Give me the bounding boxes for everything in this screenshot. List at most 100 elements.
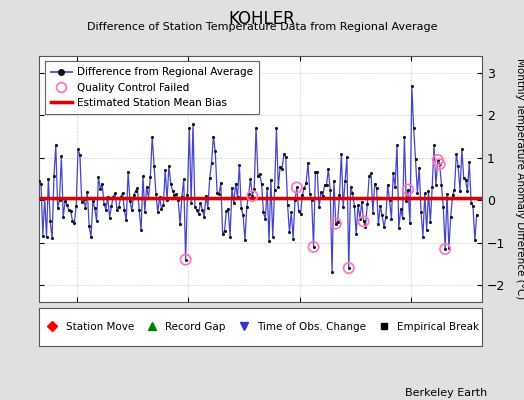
Point — [424, 188, 433, 194]
Point — [335, 192, 344, 198]
Point — [42, 234, 51, 240]
Point — [156, 194, 164, 200]
Point — [430, 142, 438, 148]
Point — [357, 199, 366, 205]
Point — [369, 210, 377, 216]
Point — [304, 160, 312, 166]
Point — [367, 170, 375, 177]
Point — [215, 191, 223, 198]
Point — [154, 209, 162, 216]
Point — [250, 186, 258, 192]
Point — [167, 181, 175, 187]
Point — [280, 151, 288, 157]
Point — [172, 191, 180, 198]
Point — [361, 224, 369, 230]
Point — [283, 201, 292, 208]
Point — [196, 199, 204, 206]
Point — [330, 178, 338, 184]
Point — [159, 202, 168, 209]
Point — [289, 235, 297, 242]
Point — [385, 197, 394, 204]
Point — [213, 190, 221, 196]
Point — [345, 265, 353, 271]
Point — [417, 209, 425, 216]
Point — [374, 221, 383, 228]
Point — [63, 201, 71, 208]
Point — [254, 173, 262, 179]
Point — [46, 218, 54, 224]
Point — [270, 187, 279, 193]
Point — [311, 169, 320, 176]
Point — [432, 182, 440, 188]
Point — [144, 195, 152, 201]
Point — [460, 175, 468, 182]
Point — [57, 153, 66, 160]
Point — [365, 173, 374, 180]
Point — [37, 180, 45, 187]
Point — [328, 269, 336, 276]
Point — [198, 206, 206, 213]
Point — [39, 232, 47, 239]
Point — [406, 220, 414, 226]
Point — [291, 197, 299, 203]
Point — [91, 205, 99, 212]
Point — [393, 142, 401, 148]
Point — [302, 180, 310, 187]
Point — [454, 163, 462, 170]
Point — [118, 190, 127, 196]
Point — [376, 203, 385, 209]
Point — [278, 166, 286, 172]
Point — [359, 218, 368, 225]
Point — [70, 220, 79, 226]
Point — [80, 196, 88, 202]
Point — [373, 185, 381, 192]
Point — [265, 238, 273, 244]
Point — [433, 157, 442, 163]
Point — [452, 150, 461, 157]
Point — [363, 201, 372, 207]
Point — [216, 180, 225, 186]
Point — [100, 201, 108, 208]
Point — [150, 163, 158, 169]
Point — [68, 218, 77, 224]
Point — [267, 176, 275, 183]
Point — [246, 176, 255, 182]
Point — [174, 197, 182, 203]
Point — [85, 223, 93, 230]
Point — [94, 174, 103, 180]
Point — [140, 209, 149, 215]
Point — [161, 167, 169, 173]
Point — [178, 194, 186, 200]
Point — [443, 190, 451, 197]
Point — [402, 198, 410, 204]
Point — [333, 218, 342, 225]
Point — [359, 218, 368, 225]
Point — [56, 196, 64, 203]
Point — [281, 154, 290, 160]
Point — [241, 237, 249, 243]
Point — [256, 171, 264, 177]
Point — [300, 185, 309, 191]
Point — [33, 195, 41, 202]
Point — [183, 192, 192, 199]
Point — [98, 180, 106, 187]
Point — [104, 194, 112, 200]
Point — [72, 203, 80, 209]
Point — [308, 197, 316, 203]
Point — [422, 227, 431, 233]
Point — [413, 190, 422, 196]
Point — [404, 186, 412, 193]
Point — [339, 204, 347, 210]
Point — [163, 196, 171, 203]
Point — [465, 159, 474, 165]
Point — [449, 192, 457, 198]
Point — [109, 193, 117, 200]
Point — [346, 184, 355, 191]
Point — [74, 146, 82, 152]
Point — [415, 164, 423, 171]
Point — [463, 188, 472, 194]
Point — [332, 220, 340, 227]
Point — [252, 125, 260, 131]
Point — [462, 177, 470, 183]
Point — [148, 134, 156, 140]
